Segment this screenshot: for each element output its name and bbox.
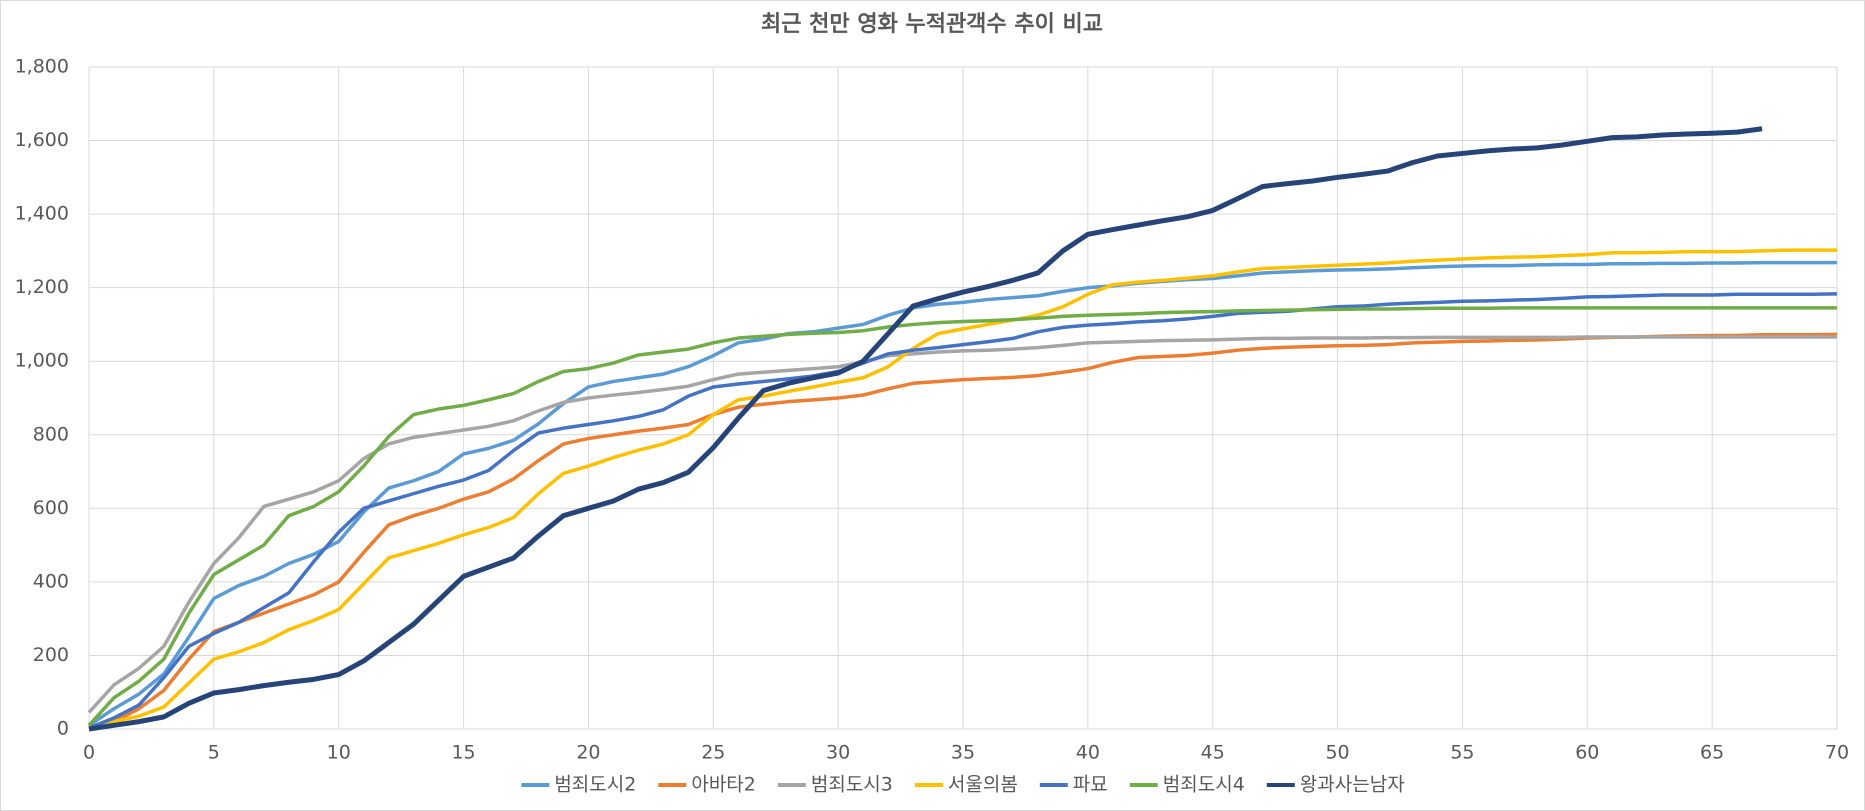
x-tick-label: 10 [327, 742, 351, 764]
legend: 범죄도시2 아바타2 범죄도시3 서울의봄 파묘 범죄도시4 왕과사는남자 [521, 774, 1405, 796]
x-tick-label: 30 [826, 742, 850, 764]
x-tick-label: 5 [208, 742, 220, 764]
legend-label: 파묘 [1073, 774, 1108, 796]
legend-label: 왕과사는남자 [1300, 774, 1405, 796]
x-tick-label: 20 [576, 742, 600, 764]
series-line [88, 332, 1838, 729]
x-tick-label: 50 [1325, 742, 1349, 764]
y-tick-label: 1,400 [15, 203, 69, 225]
x-tick-label: 40 [1076, 742, 1100, 764]
x-tick-label: 70 [1825, 742, 1849, 764]
legend-label: 서울의봄 [948, 774, 1018, 796]
chart-title: 최근 천만 영화 누적관객수 추이 비교 [761, 12, 1103, 37]
legend-label: 범죄도시3 [811, 774, 893, 796]
y-tick-label: 0 [57, 718, 69, 740]
y-tick-label: 400 [33, 570, 69, 592]
y-tick-label: 1,800 [15, 56, 69, 78]
x-tick-label: 45 [1201, 742, 1225, 764]
y-tick-label: 200 [33, 644, 69, 666]
legend-label: 범죄도시2 [554, 774, 636, 796]
y-tick-label: 1,200 [15, 276, 69, 298]
series-line [88, 126, 1763, 732]
x-tick-label: 0 [83, 742, 95, 764]
legend-label: 범죄도시4 [1163, 774, 1245, 796]
x-tick-label: 60 [1575, 742, 1599, 764]
x-tick-label: 35 [951, 742, 975, 764]
y-tick-label: 600 [33, 497, 69, 519]
y-tick-label: 1,000 [15, 350, 69, 372]
x-tick-label: 55 [1450, 742, 1474, 764]
y-tick-label: 1,600 [15, 129, 69, 151]
y-tick-label: 800 [33, 423, 69, 445]
series-line [88, 260, 1837, 727]
series-line [88, 292, 1838, 730]
x-tick-label: 65 [1700, 742, 1724, 764]
x-tick-label: 15 [451, 742, 475, 764]
legend-label: 아바타2 [691, 774, 756, 796]
series-line [88, 248, 1837, 730]
x-tick-label: 25 [701, 742, 725, 764]
series-line [87, 306, 1837, 727]
